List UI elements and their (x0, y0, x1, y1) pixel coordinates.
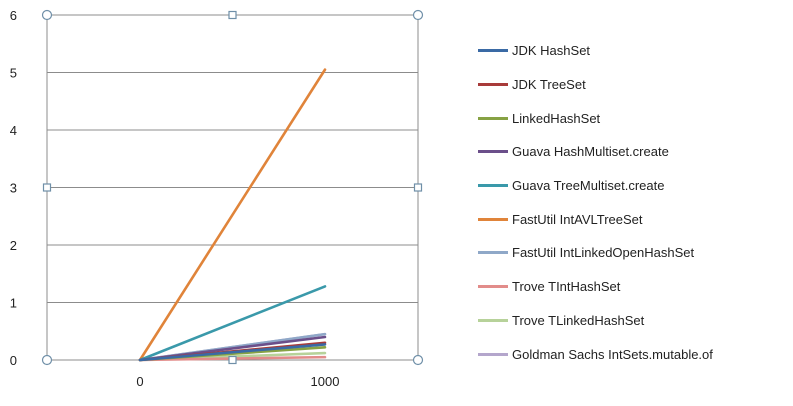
chart-legend: JDK HashSet JDK TreeSet LinkedHashSet Guava… (478, 34, 788, 371)
y-tick-label: 0 (10, 353, 17, 368)
legend-label: Goldman Sachs IntSets.mutable.of (512, 346, 713, 362)
y-tick-label: 5 (10, 66, 17, 81)
legend-item: Trove TLinkedHashSet (478, 304, 788, 338)
legend-label: JDK HashSet (512, 43, 591, 59)
y-tick-label: 6 (10, 8, 17, 23)
legend-label: Guava TreeMultiset.create (512, 178, 665, 194)
series-line (138, 285, 327, 362)
legend-label: Trove TLinkedHashSet (512, 312, 645, 328)
legend-swatch (478, 150, 508, 154)
legend-item: LinkedHashSet (478, 101, 788, 135)
legend-swatch (478, 251, 508, 255)
resize-handle-corner (412, 9, 424, 21)
resize-handle-side (228, 355, 237, 365)
legend-swatch (478, 217, 508, 221)
legend-item: FastUtil IntLinkedOpenHashSet (478, 236, 788, 270)
resize-handle-corner (41, 9, 53, 21)
series-line (138, 68, 327, 362)
legend-label: Guava HashMultiset.create (512, 144, 669, 160)
legend-swatch (478, 285, 508, 289)
legend-swatch (478, 83, 508, 87)
legend-swatch (478, 116, 508, 120)
legend-label: FastUtil IntAVLTreeSet (512, 211, 643, 227)
legend-item: Guava HashMultiset.create (478, 135, 788, 169)
y-tick-label: 3 (10, 181, 17, 196)
y-tick-label: 1 (10, 296, 17, 311)
legend-swatch (478, 318, 508, 322)
series-line (138, 343, 327, 362)
legend-item: Trove TIntHashSet (478, 270, 788, 304)
legend-item: Goldman Sachs IntSets.mutable.of (478, 337, 788, 371)
x-tick-label: 0 (136, 374, 143, 389)
resize-handle-corner (41, 354, 53, 366)
legend-label: Trove TIntHashSet (512, 279, 621, 295)
legend-label: LinkedHashSet (512, 110, 601, 126)
resize-handle-side (413, 183, 423, 192)
legend-swatch (478, 184, 508, 188)
legend-item: JDK TreeSet (478, 68, 788, 102)
legend-label: FastUtil IntLinkedOpenHashSet (512, 245, 695, 261)
legend-item: JDK HashSet (478, 34, 788, 68)
legend-label: JDK TreeSet (512, 77, 586, 93)
resize-handle-corner (412, 354, 424, 366)
resize-handle-side (228, 10, 237, 20)
y-tick-label: 2 (10, 238, 17, 253)
resize-handle-side (42, 183, 52, 192)
legend-swatch (478, 352, 508, 356)
y-tick-label: 4 (10, 123, 17, 138)
legend-swatch (478, 49, 508, 53)
x-tick-label: 1000 (311, 374, 340, 389)
legend-item: FastUtil IntAVLTreeSet (478, 202, 788, 236)
legend-item: Guava TreeMultiset.create (478, 169, 788, 203)
